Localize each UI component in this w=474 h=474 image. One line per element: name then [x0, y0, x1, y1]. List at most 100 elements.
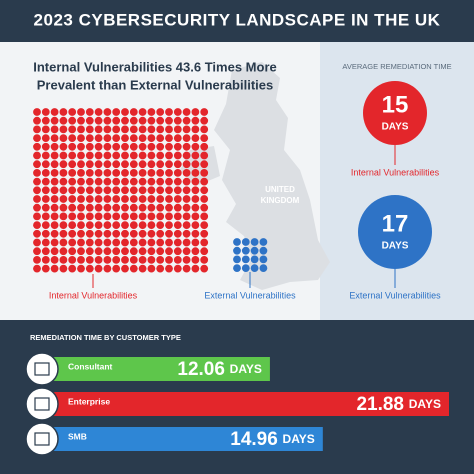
- internal-dot: [112, 142, 121, 151]
- internal-dot: [138, 203, 147, 212]
- customer-name: Enterprise: [68, 396, 110, 406]
- internal-dot: [173, 264, 182, 273]
- internal-dot: [173, 256, 182, 264]
- remediation-value: 17: [382, 210, 409, 237]
- internal-dot: [41, 134, 50, 143]
- internal-dot: [103, 134, 112, 143]
- internal-dot: [138, 256, 147, 264]
- internal-dot: [68, 169, 77, 177]
- internal-dot: [94, 134, 103, 143]
- internal-dot: [103, 116, 112, 125]
- internal-dot: [200, 247, 209, 256]
- internal-dot: [77, 142, 85, 151]
- remediation-unit: DAYS: [382, 122, 409, 133]
- internal-dot: [165, 151, 173, 160]
- internal-dot: [121, 169, 129, 177]
- internal-dot: [182, 125, 191, 134]
- internal-dot: [41, 203, 50, 212]
- internal-dot: [59, 160, 68, 169]
- internal-dot: [173, 142, 182, 151]
- internal-dot: [165, 186, 173, 195]
- internal-dot: [156, 195, 165, 203]
- internal-dot: [147, 212, 156, 221]
- internal-dot: [41, 151, 50, 160]
- internal-dot: [103, 186, 112, 195]
- internal-dot: [200, 203, 209, 212]
- internal-dot: [156, 256, 165, 264]
- internal-dot: [121, 108, 129, 116]
- internal-dot: [165, 142, 173, 151]
- internal-dot: [112, 229, 121, 238]
- internal-dot: [156, 151, 165, 160]
- internal-dot: [59, 221, 68, 230]
- internal-dot: [121, 195, 129, 203]
- internal-dot: [77, 116, 85, 125]
- internal-dot: [85, 212, 94, 221]
- internal-dot: [59, 108, 68, 116]
- internal-dot: [103, 142, 112, 151]
- internal-dot: [33, 221, 41, 230]
- internal-dot: [33, 186, 41, 195]
- internal-dot: [191, 238, 200, 247]
- map-label: KINGDOM: [261, 196, 300, 205]
- internal-dot: [129, 238, 138, 247]
- internal-dot: [77, 195, 85, 203]
- internal-dot: [173, 212, 182, 221]
- internal-dot: [129, 221, 138, 230]
- internal-dot: [112, 203, 121, 212]
- internal-dot: [165, 169, 173, 177]
- icon: [34, 362, 50, 376]
- internal-dot: [94, 247, 103, 256]
- internal-dot: [103, 264, 112, 273]
- internal-dot: [147, 264, 156, 273]
- internal-dot: [200, 256, 209, 264]
- internal-dot: [165, 212, 173, 221]
- internal-dot: [129, 203, 138, 212]
- internal-dot: [173, 247, 182, 256]
- internal-dot: [138, 247, 147, 256]
- internal-dot: [103, 151, 112, 160]
- internal-dot: [94, 264, 103, 273]
- external-dot: [259, 238, 268, 246]
- internal-dot: [41, 125, 50, 134]
- internal-dot: [138, 238, 147, 247]
- remediation-circle: [358, 195, 432, 269]
- internal-dot: [41, 116, 50, 125]
- internal-dot: [138, 142, 147, 151]
- internal-dot: [33, 238, 41, 247]
- icon-circle: [25, 352, 59, 386]
- internal-dot: [103, 203, 112, 212]
- internal-dot: [112, 151, 121, 160]
- internal-dot: [138, 169, 147, 177]
- internal-dot: [165, 264, 173, 273]
- internal-dot: [41, 160, 50, 169]
- internal-dot: [103, 238, 112, 247]
- internal-dot: [165, 125, 173, 134]
- internal-dot: [129, 186, 138, 195]
- internal-dot: [147, 221, 156, 230]
- internal-dot: [50, 142, 59, 151]
- internal-dot: [147, 134, 156, 143]
- internal-dot: [94, 142, 103, 151]
- internal-dot: [33, 177, 41, 186]
- internal-dot: [59, 134, 68, 143]
- internal-dot: [112, 160, 121, 169]
- internal-dot: [41, 247, 50, 256]
- customer-bar: [50, 392, 449, 416]
- internal-dot: [94, 221, 103, 230]
- internal-dot: [41, 142, 50, 151]
- internal-dot: [77, 151, 85, 160]
- internal-dot: [182, 195, 191, 203]
- internal-dot: [68, 238, 77, 247]
- external-dot: [233, 246, 241, 255]
- internal-dot: [85, 134, 94, 143]
- internal-dot: [103, 256, 112, 264]
- internal-dot: [77, 186, 85, 195]
- internal-dot: [50, 116, 59, 125]
- internal-dot: [94, 108, 103, 116]
- header-bar: [0, 0, 474, 42]
- internal-dot: [59, 169, 68, 177]
- internal-dot: [50, 186, 59, 195]
- remediation-label: External Vulnerabilities: [349, 290, 441, 300]
- internal-dot: [50, 229, 59, 238]
